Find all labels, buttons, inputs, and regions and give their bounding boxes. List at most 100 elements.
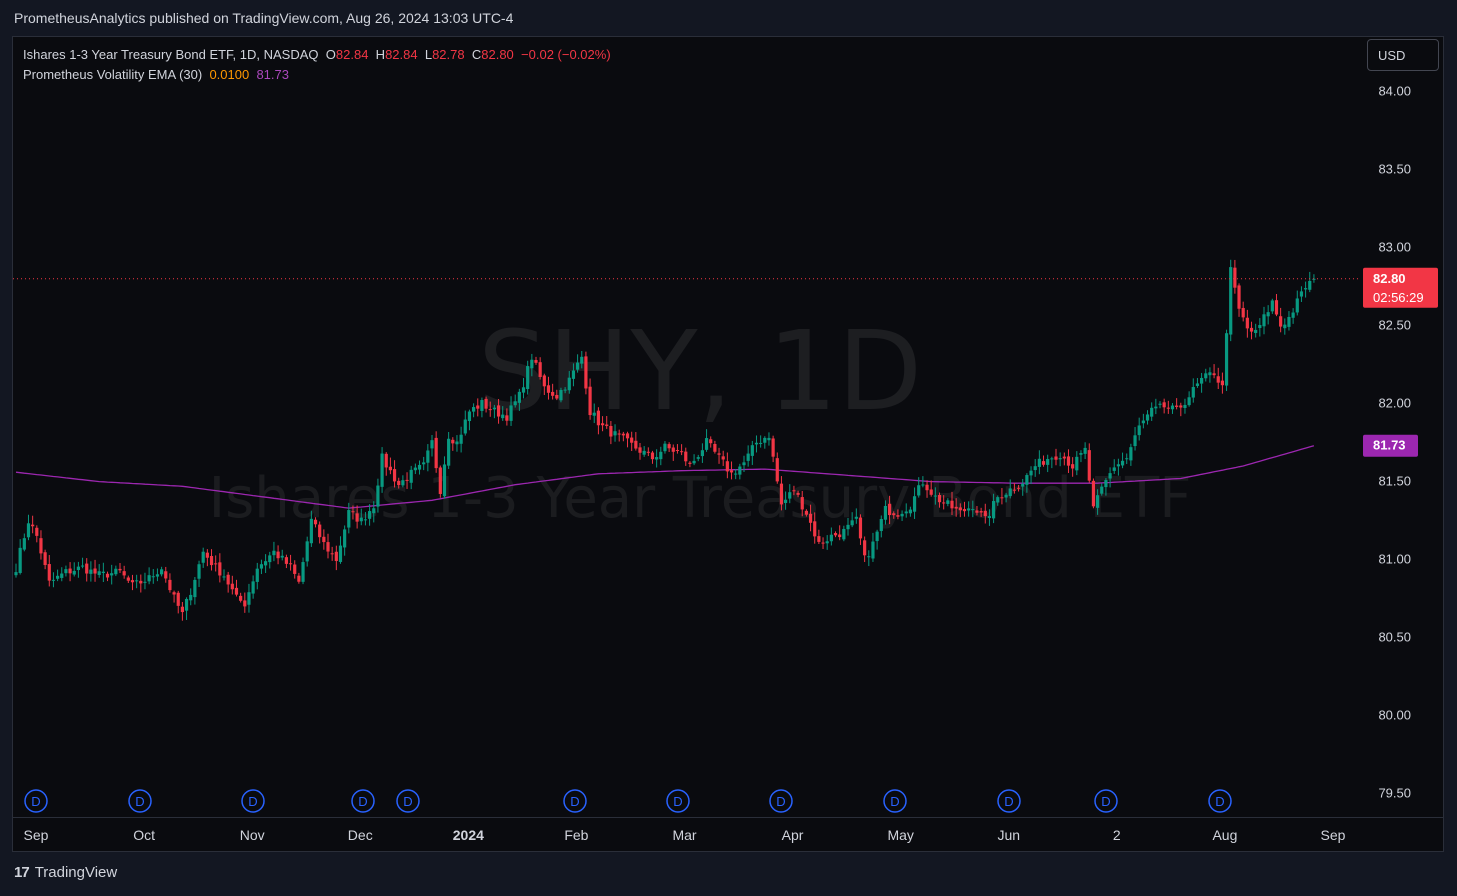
candle-body [14,572,18,576]
candle-body [426,450,430,463]
candle-body [1208,372,1212,376]
dividend-marker: D [241,789,265,813]
candle-body [605,424,609,426]
candle-body [430,440,434,449]
candle-body [1050,458,1054,460]
candle [1183,398,1187,414]
currency-button[interactable]: USD [1367,39,1439,71]
candle [388,457,392,475]
candle-body [663,443,667,452]
candle-body [625,433,630,439]
candle [871,532,875,562]
candle [442,456,447,499]
candle [93,559,97,582]
tradingview-footer-logo[interactable]: 17 TradingView [14,864,117,881]
candle-body [621,433,625,436]
candle-body [122,571,126,576]
candle [1008,479,1012,499]
candle-body [484,398,488,409]
candle [1087,443,1091,483]
candle [26,514,31,541]
candle-body [742,462,746,466]
candle-body [1279,316,1283,327]
x-tick-label: Nov [240,827,265,843]
candle [534,356,538,365]
y-tick-label: 84.00 [1378,84,1411,99]
dividend-marker: D [1094,789,1118,813]
candle-body [118,568,122,571]
candle [721,450,725,466]
candle [1037,450,1041,475]
published-header: PrometheusAnalytics published on Trading… [14,10,514,26]
candlestick-chart[interactable]: SHY, 1D Ishares 1-3 Year Treasury Bond ET… [13,37,1443,851]
candle [717,447,721,464]
candle-body [696,457,700,459]
candle [592,403,596,424]
candle [351,505,355,520]
candle [488,401,492,417]
candle [309,510,313,547]
candle-body [301,562,305,582]
change-value: −0.02 (−0.02%) [521,47,611,62]
candle [276,545,280,565]
candle-body [659,451,663,460]
candle-body [26,523,31,538]
candle-body [101,571,105,574]
candle [197,560,201,587]
candle [1133,427,1137,451]
candle-body [405,479,409,481]
candle-body [442,464,447,497]
y-tick-label: 79.50 [1378,786,1411,801]
dividend-marker-label: D [248,794,257,809]
candle-body [584,356,588,389]
candle [1229,259,1233,342]
candle [584,351,588,395]
candle [555,389,559,401]
candle [1204,368,1208,382]
candle-body [447,438,451,466]
dividend-marker-label: D [570,794,579,809]
candle-body [35,527,39,536]
candle [1141,413,1145,429]
candle [904,503,908,518]
candle-body [1000,497,1004,499]
candle [1237,283,1241,317]
chart-frame[interactable]: SHY, 1D Ishares 1-3 Year Treasury Bond ET… [12,36,1444,852]
candle-body [775,458,779,482]
candle-body [675,449,680,451]
candle [1112,459,1116,474]
candle [1079,450,1083,463]
candle-body [1150,407,1154,417]
candle [35,525,39,543]
candle-body [992,501,996,519]
candle [151,569,155,584]
candle-body [1158,403,1162,405]
candle-body [750,445,754,456]
candle [734,469,738,480]
candle [912,487,917,519]
candle [958,503,962,518]
candle-body [1016,487,1021,489]
candle-body [205,552,209,558]
candle-body [209,556,214,566]
candle-body [18,547,22,573]
candle-body [72,570,76,575]
candle-body [89,569,93,574]
x-tick-label: Apr [782,827,804,843]
x-tick-label: Sep [24,827,49,843]
candle [1249,321,1254,340]
candle [405,472,409,489]
candle-body [1295,298,1299,313]
candle-body [380,453,384,487]
candle-body [234,587,239,595]
candle [983,503,987,524]
candle [929,480,933,497]
candle [759,435,763,448]
candle-body [937,495,942,503]
candle-body [326,542,330,552]
candle [967,501,971,517]
candle-body [201,551,205,563]
candle [937,492,942,508]
y-tick-label: 80.00 [1378,708,1411,723]
candle-body [135,580,139,582]
